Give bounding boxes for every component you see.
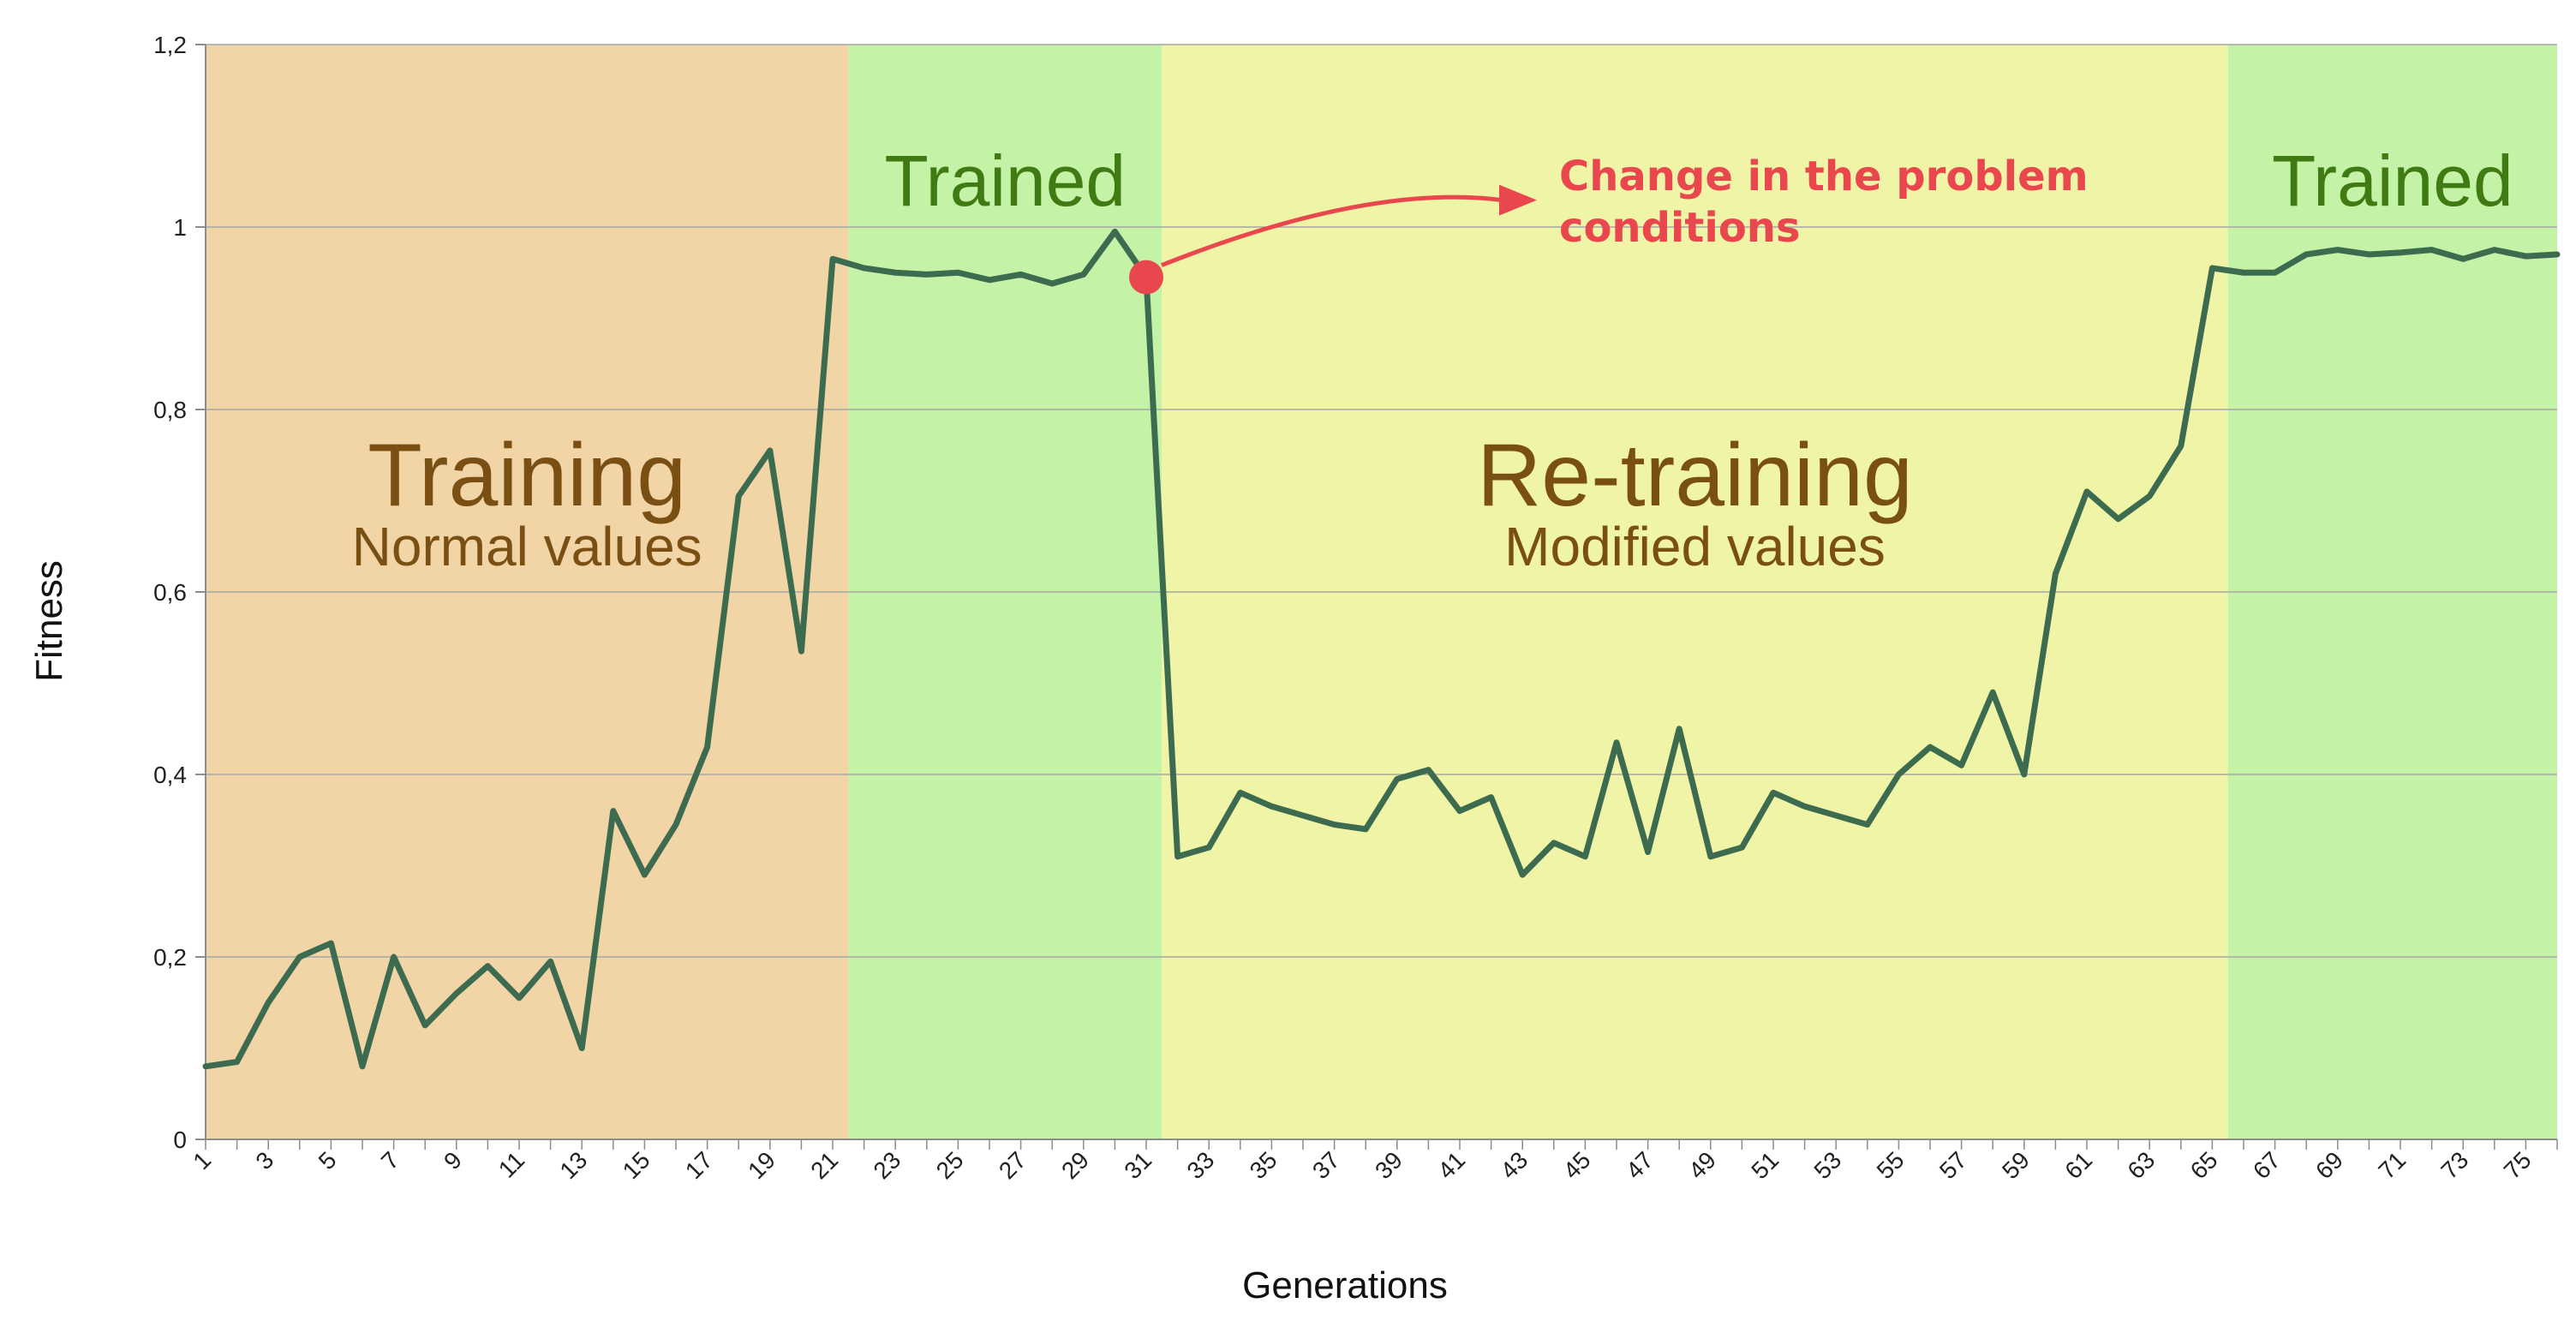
series bbox=[202, 228, 2561, 1070]
y-tick-label-5: 1 bbox=[173, 214, 187, 241]
y-tick-label-3: 0,6 bbox=[153, 579, 187, 606]
x-tick-label-27: 55 bbox=[1872, 1146, 1910, 1184]
y-tick-label-6: 1,2 bbox=[153, 32, 187, 58]
change-point-marker bbox=[1129, 260, 1163, 295]
annotation-arrowhead bbox=[1499, 184, 1537, 216]
region-title-2: Re-training bbox=[1477, 426, 1913, 525]
region-title-0: Training bbox=[368, 426, 686, 525]
x-tick-label-4: 9 bbox=[439, 1146, 467, 1175]
x-tick-label-14: 29 bbox=[1056, 1146, 1094, 1184]
region-subtitle-0: Normal values bbox=[352, 516, 702, 577]
x-tick-label-32: 65 bbox=[2185, 1146, 2223, 1184]
x-tick-label-31: 63 bbox=[2122, 1146, 2160, 1184]
x-tick-label-33: 67 bbox=[2248, 1146, 2286, 1184]
annotation-text-line1: Change in the problem bbox=[1559, 152, 2089, 200]
x-tick-label-22: 45 bbox=[1558, 1146, 1596, 1184]
x-tick-label-15: 31 bbox=[1119, 1146, 1157, 1184]
x-tick-label-6: 13 bbox=[554, 1146, 592, 1184]
x-axis-title: Generations bbox=[1242, 1264, 1448, 1306]
x-tick-label-0: 1 bbox=[188, 1146, 216, 1175]
x-tick-label-12: 25 bbox=[931, 1146, 969, 1184]
x-tick-label-36: 73 bbox=[2436, 1146, 2473, 1184]
x-tick-label-37: 75 bbox=[2499, 1146, 2537, 1184]
axes bbox=[205, 45, 2558, 1150]
region-title-1: Trained bbox=[884, 140, 1126, 221]
y-tick-label-1: 0,2 bbox=[153, 944, 187, 971]
x-tick-label-16: 33 bbox=[1181, 1146, 1219, 1184]
x-tick-label-17: 35 bbox=[1245, 1146, 1282, 1184]
region-subtitle-2: Modified values bbox=[1504, 516, 1886, 577]
x-tick-label-28: 57 bbox=[1934, 1146, 1972, 1184]
y-tick-label-4: 0,8 bbox=[153, 397, 187, 423]
x-tick-label-18: 37 bbox=[1307, 1146, 1345, 1184]
x-tick-label-34: 69 bbox=[2310, 1146, 2348, 1184]
x-tick-label-21: 43 bbox=[1495, 1146, 1533, 1184]
x-tick-label-5: 11 bbox=[493, 1146, 529, 1182]
x-tick-label-3: 7 bbox=[376, 1146, 404, 1175]
y-tick-label-0: 0 bbox=[173, 1127, 187, 1153]
x-tick-label-13: 27 bbox=[994, 1146, 1031, 1184]
x-tick-label-2: 5 bbox=[314, 1146, 342, 1175]
y-tick-label-2: 0,4 bbox=[153, 762, 187, 788]
y-axis-title: Fitness bbox=[28, 560, 70, 682]
x-tick-label-7: 15 bbox=[618, 1146, 655, 1184]
x-tick-label-1: 3 bbox=[251, 1146, 279, 1175]
x-tick-label-30: 61 bbox=[2059, 1146, 2097, 1184]
x-tick-label-8: 17 bbox=[680, 1146, 718, 1184]
annotation-arrow bbox=[1161, 194, 1503, 267]
x-tick-label-10: 21 bbox=[805, 1146, 843, 1184]
series-line-0 bbox=[202, 228, 2561, 1070]
x-tick-label-19: 39 bbox=[1370, 1146, 1408, 1184]
x-tick-label-24: 49 bbox=[1683, 1146, 1721, 1184]
x-tick-label-20: 41 bbox=[1432, 1146, 1470, 1184]
x-tick-label-29: 59 bbox=[1997, 1146, 2035, 1184]
x-tick-label-11: 23 bbox=[868, 1146, 905, 1184]
annotation-text-line2: conditions bbox=[1559, 204, 1801, 252]
x-tick-label-23: 47 bbox=[1621, 1146, 1659, 1184]
x-tick-label-26: 53 bbox=[1808, 1146, 1846, 1184]
x-tick-label-35: 71 bbox=[2373, 1146, 2411, 1184]
x-tick-label-9: 19 bbox=[743, 1146, 780, 1184]
region-title-3: Trained bbox=[2272, 140, 2513, 221]
x-tick-label-25: 51 bbox=[1746, 1146, 1784, 1184]
